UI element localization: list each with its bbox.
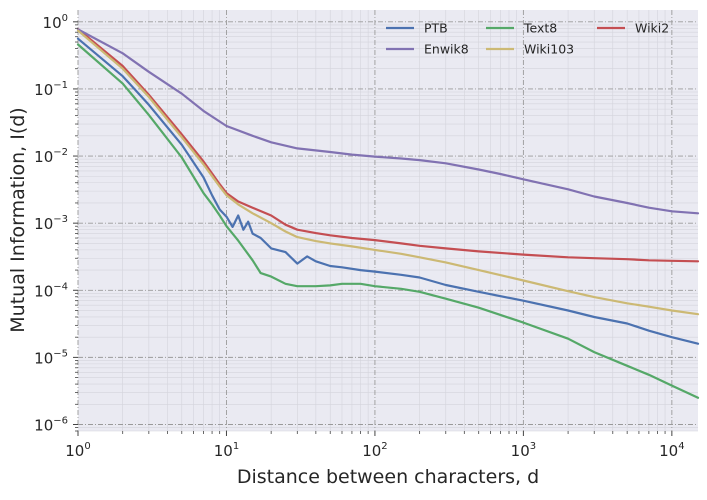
y-tick-exponent: −5 bbox=[53, 348, 68, 359]
x-tick-exponent: 2 bbox=[381, 441, 387, 452]
y-tick-label: 10−2 bbox=[34, 147, 68, 166]
y-tick-label: 10−6 bbox=[34, 415, 68, 434]
y-tick-label: 10−5 bbox=[34, 348, 68, 367]
y-tick-exponent: −3 bbox=[53, 214, 68, 225]
x-axis-title: Distance between characters, d bbox=[237, 466, 539, 488]
y-tick-base: 10 bbox=[43, 14, 62, 32]
x-tick-base: 10 bbox=[511, 442, 530, 460]
legend-label-wiki103: Wiki103 bbox=[524, 42, 574, 57]
series-layer bbox=[76, 28, 700, 399]
y-tick-exponent: −2 bbox=[53, 147, 68, 158]
y-tick-exponent: 0 bbox=[62, 13, 68, 24]
legend-label-text8: Text8 bbox=[523, 21, 557, 36]
series-line-wiki103 bbox=[76, 29, 700, 316]
x-tick-base: 10 bbox=[659, 442, 678, 460]
y-tick-base: 10 bbox=[34, 81, 53, 99]
y-tick-label: 10−4 bbox=[34, 281, 68, 300]
series-line-ptb bbox=[76, 37, 700, 345]
legend: PTB Text8 Wiki2 Enwik8 Wiki103 bbox=[386, 21, 669, 57]
x-tick-label: 102 bbox=[362, 441, 387, 460]
series-line-enwik8 bbox=[76, 28, 700, 215]
y-tick-exponent: −4 bbox=[53, 281, 68, 292]
x-tick-base: 10 bbox=[362, 442, 381, 460]
legend-label-wiki2: Wiki2 bbox=[635, 21, 669, 36]
x-tick-exponent: 1 bbox=[233, 441, 239, 452]
x-axis-ticks: 100 101 102 103 104 bbox=[65, 431, 685, 460]
series-line-text8 bbox=[76, 43, 700, 399]
y-tick-base: 10 bbox=[34, 349, 53, 367]
x-tick-label: 101 bbox=[214, 441, 239, 460]
y-tick-exponent: −6 bbox=[53, 415, 68, 426]
major-grid bbox=[77, 10, 698, 431]
x-tick-exponent: 0 bbox=[84, 441, 90, 452]
x-tick-exponent: 3 bbox=[530, 441, 536, 452]
x-tick-label: 103 bbox=[511, 441, 536, 460]
plot-background bbox=[78, 10, 698, 431]
y-axis-title: Mutual Information, I(d) bbox=[7, 107, 29, 332]
x-tick-base: 10 bbox=[214, 442, 233, 460]
y-tick-label: 10−3 bbox=[34, 214, 68, 233]
legend-label-enwik8: Enwik8 bbox=[424, 42, 469, 57]
y-tick-base: 10 bbox=[34, 282, 53, 300]
legend-label-ptb: PTB bbox=[424, 21, 448, 36]
x-tick-base: 10 bbox=[65, 442, 84, 460]
x-tick-label: 100 bbox=[65, 441, 90, 460]
y-tick-base: 10 bbox=[34, 148, 53, 166]
y-tick-exponent: −1 bbox=[53, 80, 68, 91]
y-tick-label: 100 bbox=[43, 13, 68, 32]
y-tick-base: 10 bbox=[34, 215, 53, 233]
x-tick-label: 104 bbox=[659, 441, 684, 460]
series-line-wiki2 bbox=[76, 28, 700, 263]
y-tick-label: 10−1 bbox=[34, 80, 68, 99]
x-tick-exponent: 4 bbox=[678, 441, 684, 452]
y-tick-base: 10 bbox=[34, 416, 53, 434]
